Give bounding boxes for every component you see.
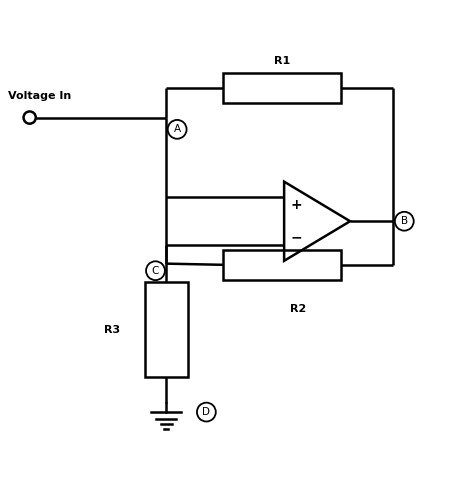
Text: R3: R3 bbox=[104, 325, 120, 335]
Bar bbox=[223, 250, 341, 280]
Text: R1: R1 bbox=[273, 56, 290, 66]
Text: A: A bbox=[173, 124, 181, 134]
Text: D: D bbox=[202, 407, 210, 417]
Text: Voltage In: Voltage In bbox=[9, 91, 72, 101]
Bar bbox=[223, 73, 341, 103]
Text: +: + bbox=[290, 198, 302, 212]
Text: C: C bbox=[152, 265, 159, 276]
Text: B: B bbox=[401, 216, 408, 226]
Text: R2: R2 bbox=[290, 304, 306, 314]
Text: −: − bbox=[290, 231, 302, 245]
Bar bbox=[145, 282, 188, 377]
